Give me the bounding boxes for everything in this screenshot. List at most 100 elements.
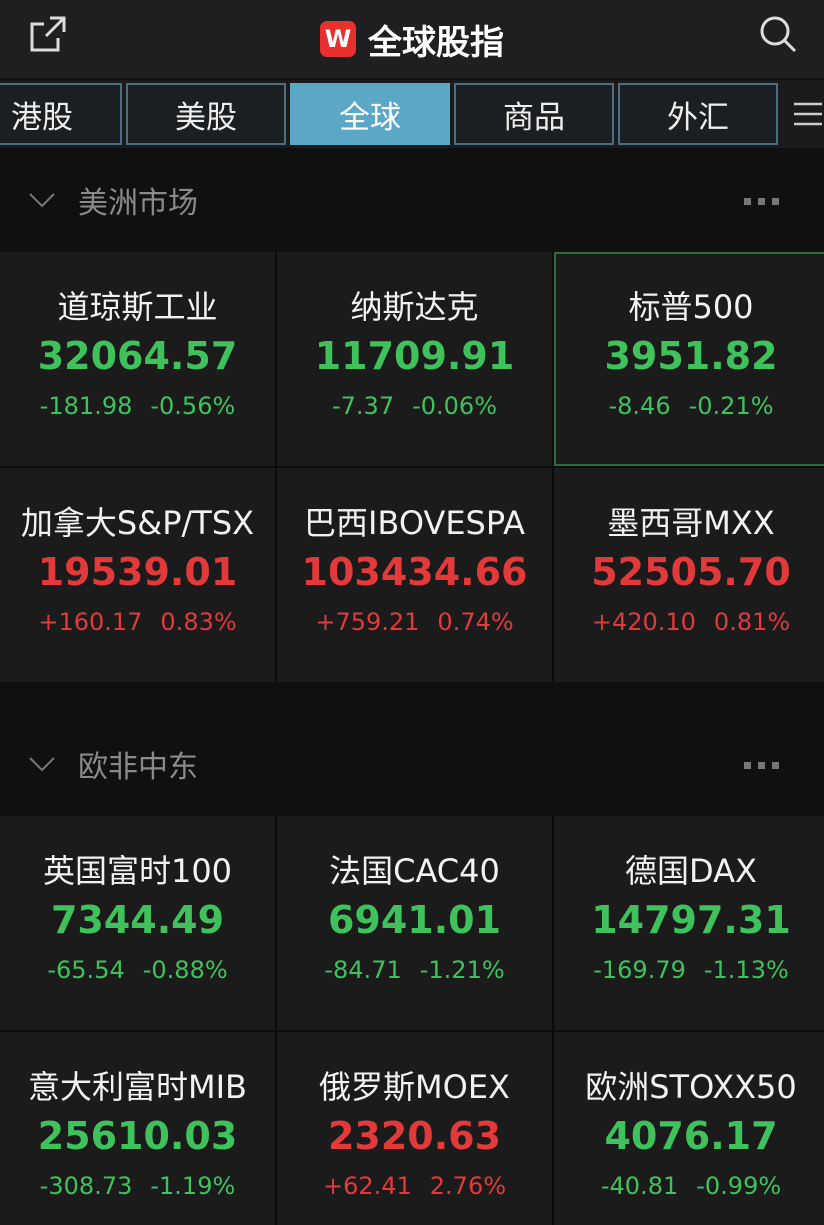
index-price: 2320.63 [327, 1114, 502, 1158]
index-price: 4076.17 [604, 1114, 778, 1158]
index-name: 欧洲STOXX50 [585, 1068, 797, 1106]
index-change: -308.73 [39, 1172, 133, 1200]
quote-card[interactable]: 德国DAX 14797.31 -169.79 -1.13% [554, 816, 824, 1030]
quote-grid: 道琼斯工业 32064.57 -181.98 -0.56% 纳斯达克 11709.91 -7… [0, 252, 824, 682]
tab-bar: 港股 美股 全球 商品 外汇 [0, 78, 824, 148]
page-title: 全球股指 [368, 22, 504, 63]
index-name: 标普500 [628, 288, 754, 326]
index-change: -169.79 [593, 956, 686, 984]
section: 欧非中东英国富时100 7344.49 -65.54 -0.88% 法国CAC40 694… [0, 682, 824, 1225]
index-percent: 0.74% [437, 608, 514, 636]
tab[interactable]: 全球 [290, 83, 450, 145]
index-percent: -0.21% [688, 392, 774, 420]
index-price: 25610.03 [37, 1114, 238, 1158]
section: 美洲市场道琼斯工业 32064.57 -181.98 -0.56% 纳斯达克 11709.… [0, 148, 824, 682]
quote-card[interactable]: 法国CAC40 6941.01 -84.71 -1.21% [277, 816, 552, 1030]
section-header[interactable]: 欧非中东 [0, 712, 824, 816]
chevron-icon [29, 757, 55, 772]
index-name: 俄罗斯MOEX [319, 1068, 510, 1106]
index-percent: 2.76% [429, 1172, 507, 1200]
quote-card[interactable]: 加拿大S&P/TSX 19539.01 +160.17 0.83% [0, 468, 275, 682]
chevron-icon [29, 193, 55, 208]
index-percent: -0.56% [150, 392, 236, 420]
quote-card[interactable]: 英国富时100 7344.49 -65.54 -0.88% [0, 816, 275, 1030]
index-change-row: -40.81 -0.99% [601, 1172, 781, 1200]
index-name: 道琼斯工业 [57, 288, 218, 326]
section-title: 欧非中东 [78, 750, 198, 785]
index-change-row: +160.17 0.83% [38, 608, 236, 636]
index-price: 19539.01 [37, 550, 238, 594]
quote-card[interactable]: 纳斯达克 11709.91 -7.37 -0.06% [277, 252, 552, 466]
index-change-row: -7.37 -0.06% [332, 392, 497, 420]
sections: 美洲市场道琼斯工业 32064.57 -181.98 -0.56% 纳斯达克 11709.… [0, 148, 824, 1225]
index-change-row: -84.71 -1.21% [324, 956, 504, 984]
index-name: 英国富时100 [42, 852, 233, 890]
index-percent: -0.88% [142, 956, 228, 984]
more-icon[interactable] [744, 762, 780, 770]
index-name: 德国DAX [625, 852, 757, 890]
tab[interactable]: 商品 [454, 83, 614, 145]
index-percent: -0.06% [412, 392, 497, 420]
index-name: 加拿大S&P/TSX [20, 504, 255, 542]
spacer [0, 682, 824, 712]
quote-card[interactable]: 俄罗斯MOEX 2320.63 +62.41 2.76% [277, 1032, 552, 1225]
quote-card[interactable]: 巴西IBOVESPA 103434.66 +759.21 0.74% [277, 468, 552, 682]
index-name: 法国CAC40 [329, 852, 500, 890]
index-change: -7.37 [331, 392, 395, 420]
quote-card[interactable]: 欧洲STOXX50 4076.17 -40.81 -0.99% [554, 1032, 824, 1225]
tab[interactable]: 港股 [0, 83, 122, 145]
index-change: +420.10 [591, 608, 696, 636]
index-change: -8.46 [608, 392, 671, 420]
index-change: +160.17 [38, 608, 143, 636]
index-percent: -0.99% [696, 1172, 782, 1200]
index-change: +62.41 [322, 1172, 412, 1200]
index-percent: -1.19% [150, 1172, 236, 1200]
more-icon[interactable] [744, 198, 780, 206]
index-name: 纳斯达克 [350, 288, 479, 326]
index-change-row: -169.79 -1.13% [593, 956, 789, 984]
index-percent: -1.13% [703, 956, 789, 984]
tab[interactable]: 外汇 [618, 83, 778, 145]
index-percent: 0.83% [160, 608, 237, 636]
index-change: -65.54 [47, 956, 125, 984]
index-change: -181.98 [39, 392, 133, 420]
index-price: 103434.66 [301, 550, 528, 594]
quote-card[interactable]: 墨西哥MXX 52505.70 +420.10 0.81% [554, 468, 824, 682]
share-icon[interactable] [28, 14, 68, 54]
index-price: 14797.31 [591, 898, 791, 942]
section-header[interactable]: 美洲市场 [0, 148, 824, 252]
index-change-row: -65.54 -0.88% [47, 956, 227, 984]
search-icon[interactable] [758, 14, 798, 54]
tab[interactable]: 美股 [126, 83, 286, 145]
index-change: -84.71 [324, 956, 402, 984]
quote-grid: 英国富时100 7344.49 -65.54 -0.88% 法国CAC40 6941.01… [0, 816, 824, 1225]
header: W 全球股指 [0, 0, 824, 78]
logo: W [320, 21, 356, 57]
menu-button[interactable] [780, 80, 824, 148]
quote-card[interactable]: 标普500 3951.82 -8.46 -0.21% [554, 252, 824, 466]
index-price: 6941.01 [327, 898, 502, 942]
index-change-row: +759.21 0.74% [315, 608, 513, 636]
index-percent: -1.21% [419, 956, 505, 984]
index-change-row: -181.98 -0.56% [40, 392, 236, 420]
index-price: 11709.91 [314, 334, 515, 378]
index-name: 墨西哥MXX [607, 504, 775, 542]
index-name: 巴西IBOVESPA [303, 504, 526, 542]
index-change: +759.21 [315, 608, 420, 636]
index-change-row: -8.46 -0.21% [608, 392, 773, 420]
index-change-row: +62.41 2.76% [323, 1172, 506, 1200]
index-name: 意大利富时MIB [27, 1068, 247, 1106]
index-change-row: +420.10 0.81% [592, 608, 790, 636]
index-price: 52505.70 [591, 550, 791, 594]
index-price: 7344.49 [50, 898, 225, 942]
index-change-row: -308.73 -1.19% [40, 1172, 236, 1200]
index-price: 3951.82 [604, 334, 778, 378]
section-title: 美洲市场 [78, 186, 198, 221]
menu-icon [794, 102, 822, 126]
index-change: -40.81 [600, 1172, 679, 1200]
quote-card[interactable]: 道琼斯工业 32064.57 -181.98 -0.56% [0, 252, 275, 466]
quote-card[interactable]: 意大利富时MIB 25610.03 -308.73 -1.19% [0, 1032, 275, 1225]
index-percent: 0.81% [713, 608, 791, 636]
index-price: 32064.57 [37, 334, 238, 378]
